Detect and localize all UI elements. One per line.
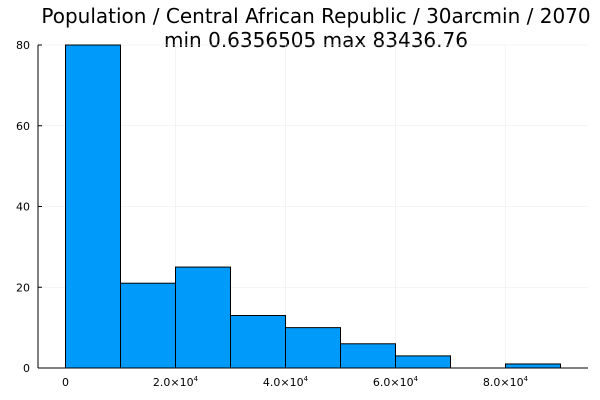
chart-subtitle: min 0.6356505 max 83436.76 — [164, 28, 468, 52]
y-tick-label: 20 — [16, 281, 30, 294]
y-tick-label: 40 — [16, 201, 30, 214]
histogram-bar — [505, 363, 561, 369]
x-tick-label: 8.0×104 — [483, 375, 529, 389]
chart-title: Population / Central African Republic / … — [41, 4, 590, 28]
y-tick-label: 0 — [23, 362, 30, 375]
histogram-bar — [230, 315, 286, 369]
histogram-bar — [285, 327, 341, 369]
x-tick-label: 2.0×104 — [153, 375, 199, 389]
y-tick-labels: 0 20 40 60 80 — [16, 39, 30, 375]
histogram-bar — [340, 343, 396, 369]
histogram-bar — [175, 266, 231, 369]
y-tick-label: 60 — [16, 120, 30, 133]
x-tick-label: 6.0×104 — [373, 375, 419, 389]
axes — [37, 44, 588, 369]
y-tick-label: 80 — [16, 39, 30, 52]
histogram-bar — [120, 282, 176, 369]
histogram-bar — [65, 44, 121, 369]
x-tick-label: 4.0×104 — [263, 375, 309, 389]
histogram-bar — [395, 355, 451, 369]
x-tick-labels: 0 2.0×104 4.0×104 6.0×104 8.0×104 — [62, 375, 529, 389]
x-tick-label: 0 — [62, 376, 69, 389]
